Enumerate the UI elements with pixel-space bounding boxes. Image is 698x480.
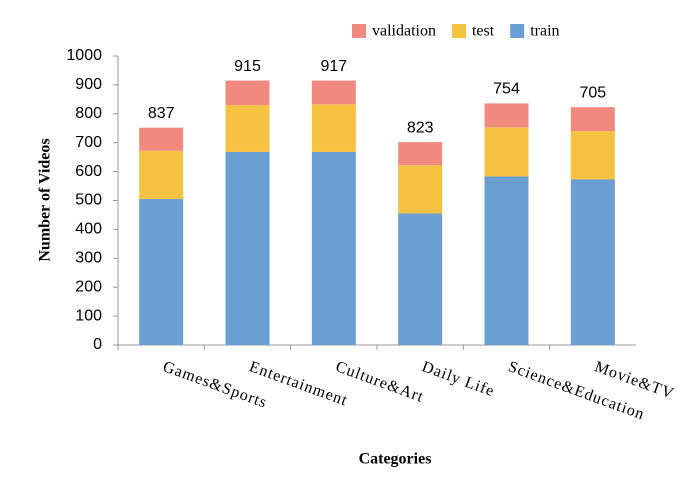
y-axis-title: Number of Videos [37, 138, 54, 261]
bar-segment [484, 103, 529, 128]
y-tick-label: 300 [75, 250, 102, 267]
y-tick-label: 700 [75, 134, 102, 151]
y-tick-label: 800 [75, 105, 102, 122]
legend-label: validation [372, 23, 436, 40]
bar-segment [311, 80, 356, 105]
bar-annotation: 823 [407, 119, 434, 136]
bar-segment [484, 176, 529, 345]
bar-segment [398, 165, 443, 214]
bar-segment [398, 142, 443, 166]
bar-segment [484, 127, 529, 177]
bar-annotation: 917 [320, 58, 347, 75]
bar-segment [398, 213, 443, 345]
bar-segment [570, 179, 615, 345]
y-tick-label: 100 [75, 307, 102, 324]
bar-segment [225, 151, 270, 345]
x-axis-title: Categories [359, 451, 432, 468]
bar-segment [570, 131, 615, 180]
y-tick-label: 400 [75, 221, 102, 238]
bar-segment [570, 107, 615, 132]
y-tick-label: 500 [75, 192, 102, 209]
bar-segment [139, 127, 184, 151]
bar-segment [311, 104, 356, 152]
legend-swatch [352, 24, 366, 38]
legend-label: test [472, 23, 495, 40]
bar-segment [311, 151, 356, 345]
bar-segment [225, 80, 270, 106]
x-tick-label: Daily Life [420, 358, 497, 400]
bar-annotation: 915 [234, 58, 261, 75]
legend-label: train [530, 23, 559, 40]
bar-segment [139, 150, 184, 200]
y-tick-label: 1000 [66, 47, 102, 64]
y-tick-label: 900 [75, 76, 102, 93]
y-tick-label: 200 [75, 278, 102, 295]
y-tick-label: 600 [75, 163, 102, 180]
legend-swatch [510, 24, 525, 38]
y-tick-label: 0 [93, 336, 102, 353]
bar-segment [225, 105, 270, 152]
bar-annotation: 754 [493, 81, 520, 98]
legend-swatch [451, 24, 466, 38]
bar-annotation: 705 [579, 84, 606, 101]
bar-annotation: 837 [148, 105, 175, 122]
bar-segment [139, 199, 184, 345]
